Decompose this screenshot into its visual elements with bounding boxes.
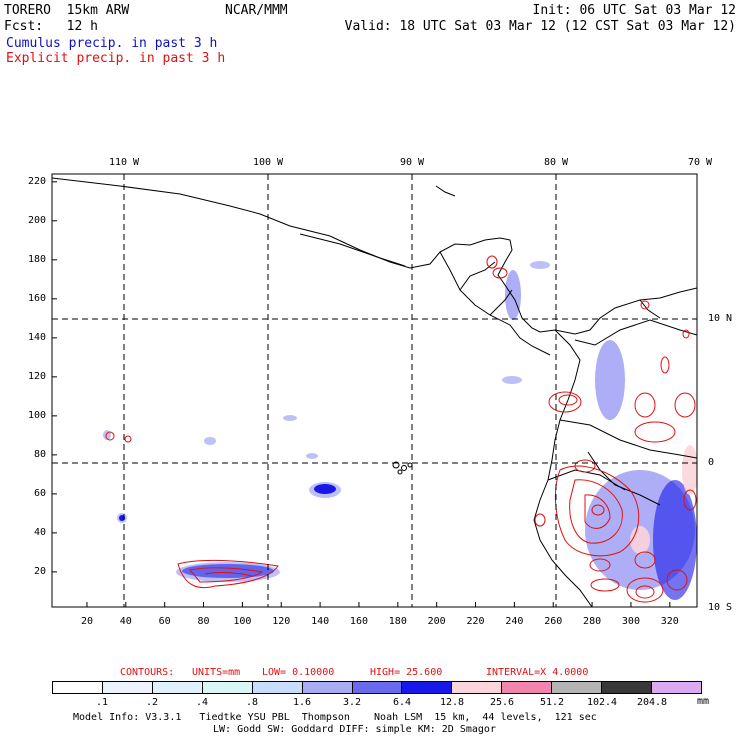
colorbar-swatch: [351, 682, 402, 693]
lat-lon-grid: [52, 174, 697, 607]
precip-patch: [283, 415, 297, 421]
y-tick-label: 220: [27, 175, 46, 187]
contour-label: CONTOURS:: [120, 667, 175, 678]
precip-patch: [630, 526, 650, 554]
x-tick-label: 60: [158, 616, 171, 627]
cumulus-legend: Cumulus precip. in past 3 h: [6, 36, 218, 51]
colorbar-swatch: [53, 682, 102, 693]
explicit-precip-pink: [630, 445, 697, 554]
y-tick-label: 200: [27, 214, 46, 226]
explicit-legend: Explicit precip. in past 3 h: [6, 51, 226, 66]
y-tick-label: 100: [27, 409, 46, 421]
colorbar-swatch: [151, 682, 202, 693]
galapagos-islands: [392, 461, 413, 475]
y-tick-label: 80: [33, 448, 46, 460]
colorbar-swatch: [401, 682, 452, 693]
lon-label-90w: 90 W: [399, 157, 425, 168]
y-tick-label: 160: [27, 292, 46, 304]
colorbar-label: .8: [245, 697, 259, 708]
x-tick-label: 40: [119, 616, 132, 627]
x-tick-label: 260: [544, 616, 563, 627]
x-tick-label: 200: [427, 616, 446, 627]
precip-patch: [182, 564, 274, 578]
colorbar: [52, 681, 702, 694]
x-tick-label: 20: [80, 616, 93, 627]
precip-patch: [314, 484, 336, 494]
x-tick-label: 120: [272, 616, 291, 627]
lat-label-10n: 10 N: [708, 313, 733, 324]
colorbar-label: 6.4: [392, 697, 412, 708]
precip-patch: [505, 270, 521, 320]
precip-patch: [204, 437, 216, 445]
x-tick-label: 320: [660, 616, 679, 627]
colorbar-label: 12.8: [439, 697, 465, 708]
colorbar-label: .1: [95, 697, 109, 708]
colorbar-swatch: [501, 682, 552, 693]
colorbar-swatch: [551, 682, 602, 693]
lon-label-100w: 100 W: [252, 157, 284, 168]
y-tick-label: 120: [27, 370, 46, 382]
coastlines: [52, 177, 697, 607]
colorbar-swatch: [601, 682, 652, 693]
x-tick-label: 300: [621, 616, 640, 627]
precip-patch: [595, 340, 625, 420]
lon-label-110w: 110 W: [108, 157, 140, 168]
colorbar-swatch: [301, 682, 352, 693]
contour-high: HIGH= 25.600: [370, 667, 443, 678]
contour-low: LOW= 0.10000: [262, 667, 335, 678]
precip-patch: [306, 453, 318, 459]
colorbar-swatch: [201, 682, 252, 693]
y-tick-label: 60: [33, 487, 46, 499]
colorbar-label: .2: [145, 697, 159, 708]
explicit-precip-contours: [105, 255, 697, 603]
colorbar-swatch: [651, 682, 701, 693]
x-tick-label: 160: [349, 616, 368, 627]
x-tick-label: 140: [311, 616, 330, 627]
physics-info: LW: Godd SW: Goddard DIFF: simple KM: 2D…: [213, 724, 496, 735]
colorbar-unit: mm: [697, 696, 710, 707]
colorbar-label: 1.6: [292, 697, 312, 708]
organization-label: NCAR/MMM: [225, 3, 288, 18]
x-tick-label: 240: [505, 616, 524, 627]
lat-label-10s: 10 S: [708, 602, 733, 613]
colorbar-label: 204.8: [636, 697, 668, 708]
y-tick-label: 140: [27, 331, 46, 343]
map-frame: [51, 173, 698, 608]
axis-ticks: [52, 181, 671, 607]
precip-patch: [653, 480, 697, 600]
x-tick-label: 220: [466, 616, 485, 627]
y-tick-label: 40: [33, 526, 46, 538]
x-tick-label: 80: [197, 616, 210, 627]
x-tick-label: 180: [388, 616, 407, 627]
y-tick-label: 20: [33, 565, 46, 577]
lat-label-0: 0: [708, 457, 715, 468]
colorbar-label: 102.4: [586, 697, 618, 708]
precip-patch: [502, 376, 522, 384]
x-tick-label: 100: [233, 616, 252, 627]
precip-patch: [682, 445, 697, 495]
contour-units: UNITS=mm: [192, 667, 241, 678]
lon-label-70w: 70 W: [687, 157, 713, 168]
init-time: Init: 06 UTC Sat 03 Mar 12: [532, 3, 737, 18]
contour-interval: INTERVAL=X 4.0000: [486, 667, 589, 678]
x-tick-label: 280: [583, 616, 602, 627]
forecast-hour: Fcst: 12 h: [4, 19, 98, 34]
y-tick-label: 180: [27, 253, 46, 265]
colorbar-swatch: [451, 682, 502, 693]
colorbar-label: .4: [195, 697, 209, 708]
precip-patch: [530, 261, 550, 269]
lon-label-80w: 80 W: [543, 157, 569, 168]
model-info: Model Info: V3.3.1 Tiedtke YSU PBL Thomp…: [73, 712, 597, 723]
colorbar-label: 25.6: [489, 697, 515, 708]
model-title: TORERO 15km ARW: [4, 3, 130, 18]
colorbar-label: 3.2: [342, 697, 362, 708]
colorbar-swatch: [251, 682, 302, 693]
colorbar-label: 51.2: [539, 697, 565, 708]
valid-time: Valid: 18 UTC Sat 03 Mar 12 (12 CST Sat …: [344, 19, 736, 34]
colorbar-swatch: [101, 682, 152, 693]
cumulus-precip-areas: [103, 261, 550, 582]
